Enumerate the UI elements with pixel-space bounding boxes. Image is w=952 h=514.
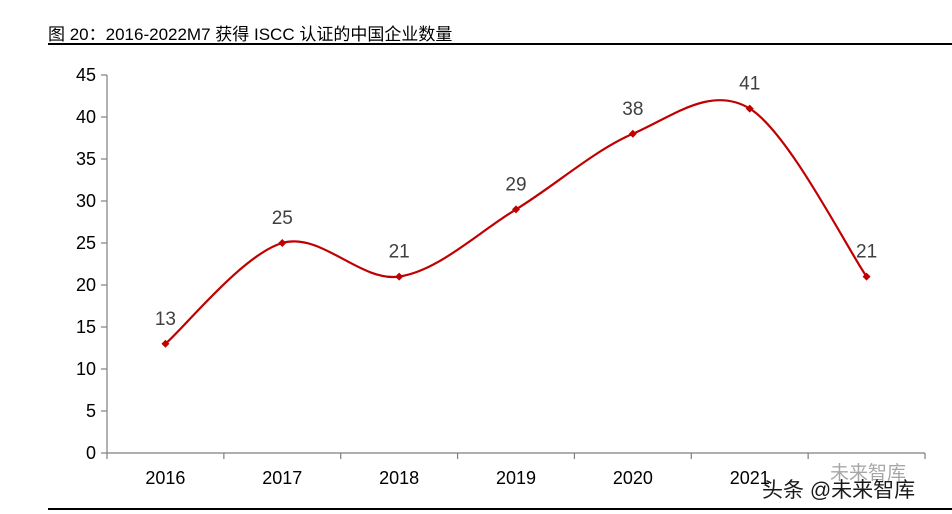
y-tick-label: 10 (76, 359, 96, 379)
data-point (745, 104, 754, 113)
data-points (161, 104, 871, 348)
y-tick-label: 0 (86, 443, 96, 463)
x-tick-label: 2017 (262, 468, 302, 488)
chart-axes (106, 75, 925, 454)
y-tick-label: 30 (76, 191, 96, 211)
x-tick-label: 2019 (496, 468, 536, 488)
data-point (862, 272, 871, 281)
data-labels: 13 25 21 29 38 41 21 (155, 74, 877, 330)
data-point (161, 339, 170, 348)
y-tick-label: 15 (76, 317, 96, 337)
x-tick-label: 2021 (730, 468, 770, 488)
y-tick-label: 45 (76, 65, 96, 85)
watermark-faint: 未来智库 (830, 463, 907, 484)
data-label: 41 (739, 74, 760, 95)
x-axis-ticks: 2016 2017 2018 2019 2020 2021 (106, 453, 926, 488)
data-point (278, 239, 287, 247)
data-label: 38 (622, 99, 643, 120)
title-divider (48, 43, 952, 45)
y-tick-label: 25 (76, 233, 96, 253)
data-label: 29 (505, 174, 526, 195)
y-tick-label: 35 (76, 149, 96, 169)
bottom-divider (48, 508, 952, 510)
x-tick-label: 2016 (145, 468, 185, 488)
y-axis-ticks: 0 5 10 15 20 25 30 35 40 45 (76, 65, 107, 463)
watermark: 头条 @未来智库 (762, 479, 916, 502)
data-label: 21 (389, 242, 410, 263)
x-tick-label: 2020 (613, 468, 653, 488)
data-label: 21 (856, 242, 877, 263)
chart-title: 图 20：2016-2022M7 获得 ISCC 认证的中国企业数量 (48, 25, 453, 44)
data-label: 13 (155, 309, 176, 330)
data-point (628, 129, 637, 138)
data-point (512, 205, 520, 214)
x-tick-label: 2018 (379, 468, 419, 488)
data-label: 25 (272, 208, 293, 229)
y-tick-label: 5 (86, 401, 96, 421)
y-tick-label: 20 (76, 275, 96, 295)
y-tick-label: 40 (76, 107, 96, 127)
data-point (395, 272, 404, 281)
series-line (164, 99, 868, 345)
